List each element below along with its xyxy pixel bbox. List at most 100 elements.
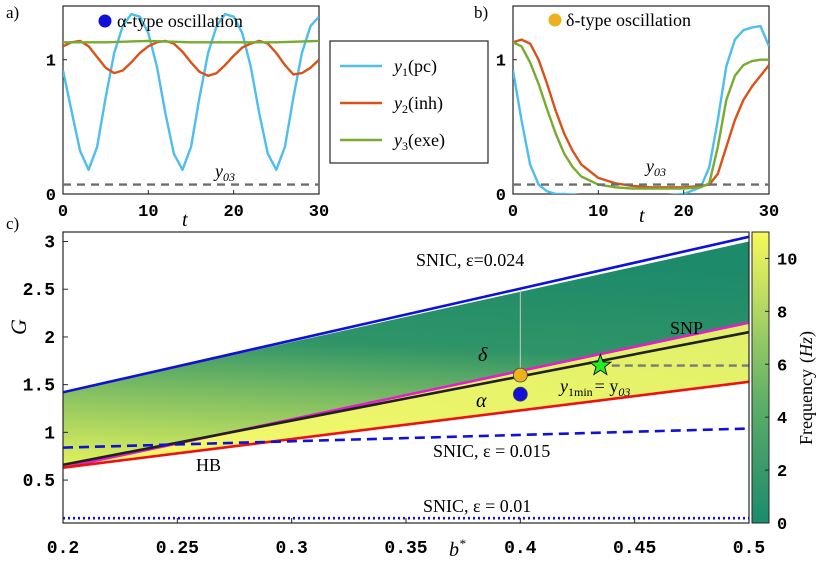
y03-sub: 03 — [654, 165, 666, 179]
x-tick-label: 0.45 — [613, 539, 656, 559]
x-tick-label: 0.3 — [275, 539, 307, 559]
panel-c-label: c) — [6, 214, 19, 233]
y1min-base: y — [558, 376, 568, 396]
series-y1-pc-line — [63, 12, 319, 171]
panel-a-xlabel: t — [182, 209, 188, 231]
delta-marker-icon — [548, 13, 562, 27]
curve-snic-0-015 — [63, 427, 749, 449]
curve-snic-0-024 — [63, 235, 749, 394]
series-y3-exe-line — [513, 41, 769, 190]
x-tick-label: 10 — [588, 203, 608, 222]
panel-c-plot — [63, 235, 749, 520]
legend-entry-sub: 2 — [402, 102, 408, 116]
panel-b-ticks: 0 10 20 30 0 1 — [496, 53, 779, 222]
colorbar-tick-label: 6 — [777, 357, 787, 376]
x-tick-label: 20 — [223, 203, 243, 222]
legend-entry-tail: (pc) — [408, 56, 437, 77]
colorbar-tick-label: 10 — [777, 251, 797, 270]
x-tick-label: 30 — [309, 203, 329, 222]
panel-b-series — [513, 24, 769, 194]
panel-a-y03-label: y03 — [213, 161, 235, 184]
oscillation-region-upper — [63, 241, 749, 468]
y-tick-label: 0 — [496, 187, 506, 206]
x-tick-label: 0.2 — [47, 539, 79, 559]
colorbar-paren-close: ) — [796, 331, 817, 337]
legend-entry-sub: 3 — [402, 139, 408, 153]
panel-c-ylabel: G — [6, 319, 31, 335]
series-y2-inh-line — [513, 38, 769, 189]
y1min-sub2: 03 — [618, 385, 630, 399]
x-tick-label: 0.4 — [504, 539, 537, 559]
b-sup: * — [459, 536, 466, 551]
x-tick-label: 20 — [673, 203, 693, 222]
panel-a-series — [63, 12, 319, 171]
curve-hb — [63, 380, 749, 469]
panel-c: c) 0.2 0.25 0.3 0.35 0.4 0.45 0.50.511.522.53 … — [6, 214, 765, 561]
colorbar-unit: Hz — [796, 337, 816, 358]
panel-b-label: b) — [474, 3, 488, 22]
alpha-marker-icon — [98, 14, 112, 28]
point-alpha — [512, 386, 528, 402]
panel-a: a) 0 10 20 30 0 1 α-type oscillation y03 t — [6, 3, 329, 231]
y1min-rest: = y — [595, 376, 619, 396]
legend-entry-tail: (inh) — [408, 93, 443, 114]
colorbar-gradient — [751, 231, 770, 524]
panel-b-y03-label: y03 — [644, 156, 666, 179]
colorbar-tick-label: 2 — [777, 463, 787, 482]
panel-a-title: α-type oscillation — [117, 11, 243, 31]
legend-entry-base: y — [392, 56, 402, 76]
y-tick-label: 1.5 — [23, 377, 55, 397]
legend: y1(pc)y2(inh)y3(exe) — [329, 40, 489, 164]
y03-base: y — [213, 161, 223, 181]
y1min-sub: 1min — [568, 385, 593, 399]
star-marker-icon — [588, 353, 613, 376]
x-tick-label: 30 — [759, 203, 779, 222]
y-tick-label: 2.5 — [23, 281, 55, 301]
y-tick-label: 0.5 — [23, 472, 55, 492]
panel-a-axes — [62, 5, 320, 195]
panel-c-ticks: 0.2 0.25 0.3 0.35 0.4 0.45 0.5 0.5 1 1.5 2 2.5 3 — [23, 234, 766, 559]
y-tick-label: 1 — [44, 424, 55, 444]
x-tick-label: 0.25 — [156, 539, 199, 559]
panel-a-label: a) — [6, 3, 19, 22]
colorbar-paren-open: ( — [796, 357, 817, 363]
colorbar-tick-label: 4 — [777, 410, 787, 429]
panel-a-ticks: 0 10 20 30 0 1 — [46, 53, 329, 222]
x-tick-label: 0.5 — [733, 539, 765, 559]
colorbar-tick-label: 0 — [777, 516, 787, 535]
point-delta — [512, 367, 528, 383]
y03-base: y — [644, 156, 654, 176]
y-tick-label: 3 — [44, 234, 55, 254]
panel-b-title: δ-type oscillation — [566, 10, 691, 30]
legend-entry: y3(exe) — [392, 130, 445, 153]
curve-black — [63, 330, 749, 467]
snic-01-label: SNIC, ε = 0.01 — [423, 496, 531, 516]
legend-items: y1(pc)y2(inh)y3(exe) — [340, 56, 445, 153]
legend-entry: y1(pc) — [392, 56, 437, 79]
series-y3-exe-line — [63, 39, 319, 44]
panel-b-xlabel: t — [639, 205, 645, 227]
series-y1-pc-line — [513, 24, 769, 194]
snic-015-label: SNIC, ε = 0.015 — [433, 441, 550, 461]
colorbar: 0 2 4 6 8 10 Frequency (Hz) — [751, 231, 817, 535]
snp-label: SNP — [670, 318, 703, 338]
colorbar-label: Frequency (Hz) — [796, 331, 817, 445]
panel-c-xlabel: b* — [449, 536, 466, 561]
x-tick-label: 0 — [58, 203, 68, 222]
legend-entry-tail: (exe) — [408, 130, 445, 151]
y-tick-label: 1 — [496, 53, 506, 72]
series-y2-inh-line — [63, 39, 319, 77]
x-tick-label: 0 — [508, 203, 518, 222]
colorbar-label-text: Frequency — [796, 369, 816, 445]
hb-label: HB — [196, 455, 221, 475]
colorbar-ticks: 0 2 4 6 8 10 — [765, 251, 797, 535]
y-tick-label: 2 — [44, 329, 55, 349]
b-base: b — [449, 539, 459, 561]
y03-sub: 03 — [223, 170, 235, 184]
legend-entry: y2(inh) — [392, 93, 443, 116]
x-tick-label: 10 — [138, 203, 158, 222]
parameter-points — [512, 353, 613, 402]
y-tick-label: 1 — [46, 53, 56, 72]
legend-entry-base: y — [392, 130, 402, 150]
y-tick-label: 0 — [46, 187, 56, 206]
